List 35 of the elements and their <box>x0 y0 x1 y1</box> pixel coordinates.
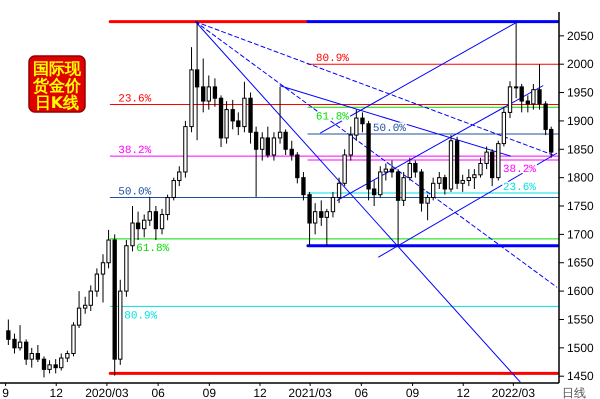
x-tick-label: 9 <box>2 386 10 399</box>
y-tick-label: 1650 <box>567 256 594 270</box>
y-tick-label: 2000 <box>567 57 594 72</box>
series-label: 50.0% <box>118 186 152 198</box>
y-tick-label: 1950 <box>567 86 594 100</box>
x-axis-title: 日线 <box>562 386 586 399</box>
series-label: 50.0% <box>372 122 406 135</box>
y-tick-label: 1800 <box>567 170 594 185</box>
series-label: 61.8% <box>316 111 350 124</box>
x-tick-label: 2022/03 <box>492 386 536 399</box>
x-tick-label: 06 <box>151 386 166 399</box>
y-tick-label: 1450 <box>567 369 594 384</box>
y-tick-label: 2050 <box>567 28 594 43</box>
x-tick-label: 09 <box>202 386 216 399</box>
x-tick-label: 09 <box>406 386 420 399</box>
series-label: 80.9% <box>124 310 158 322</box>
x-tick-label: 12 <box>253 386 268 399</box>
series-label: 23.6% <box>502 182 536 194</box>
x-tick-label: 2020/03 <box>85 386 129 399</box>
x-tick-label: 06 <box>354 386 368 399</box>
y-tick-label: 1700 <box>567 227 594 242</box>
y-tick-label: 1550 <box>567 312 594 326</box>
series-label: 80.9% <box>316 53 350 66</box>
x-tick-label: 12 <box>456 386 470 399</box>
x-tick-label: 2021/03 <box>288 386 332 399</box>
series-label: 38.2% <box>118 145 152 158</box>
y-tick-label: 1850 <box>567 142 594 156</box>
x-tick-label: 12 <box>50 386 64 399</box>
series-label: 61.8% <box>136 242 170 255</box>
y-tick-label: 1900 <box>567 114 594 128</box>
y-tick-label: 1500 <box>567 340 594 355</box>
y-tick-label: 1600 <box>567 284 594 298</box>
series-label: 23.6% <box>118 93 152 106</box>
text: 国际现货金价日K线 <box>32 59 82 112</box>
y-tick-label: 1750 <box>567 199 594 214</box>
